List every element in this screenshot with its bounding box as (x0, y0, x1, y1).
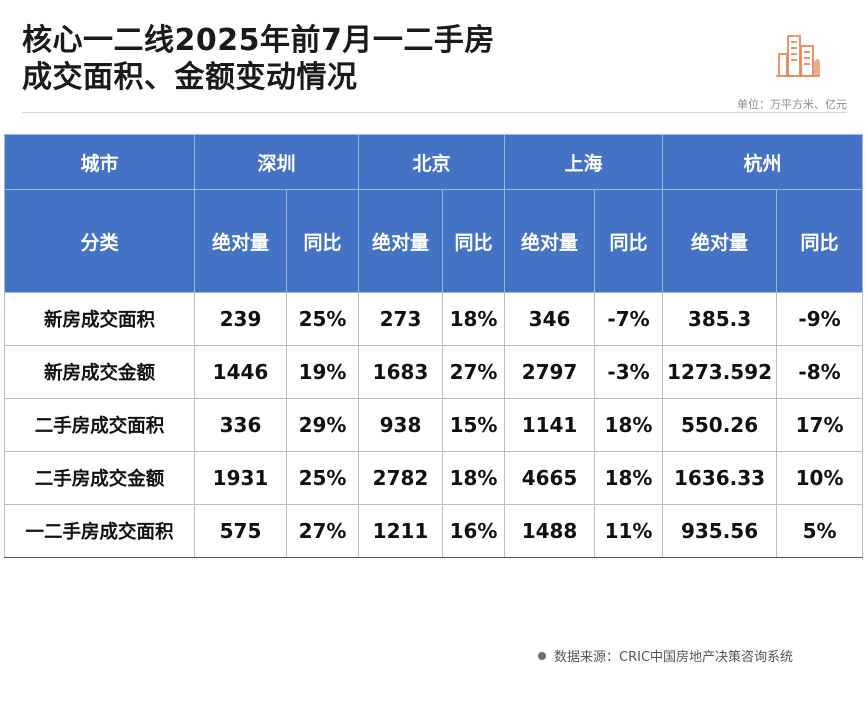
abs-value: 2782 (358, 451, 444, 505)
buildings-icon (776, 35, 820, 77)
source-note: 数据来源：CRIC中国房地产决策咨询系统 (538, 646, 793, 665)
abs-value: 346 (504, 292, 596, 346)
yoy-value: 11% (594, 504, 664, 558)
title-line-1: 核心一二线2025年前7月一二手房 (22, 23, 495, 58)
row-label: 二手房成交金额 (4, 451, 195, 505)
yoy-value: -3% (594, 345, 664, 399)
header-city-label: 城市 (4, 134, 195, 190)
header-city-shenzhen: 深圳 (193, 134, 360, 190)
abs-value: 1446 (194, 345, 287, 399)
yoy-value: 25% (285, 292, 360, 346)
abs-value: 1488 (504, 504, 596, 558)
unit-note: 单位：万平方米、亿元 (737, 98, 847, 111)
header-yoy: 同比 (442, 189, 506, 293)
yoy-value: 17% (776, 398, 864, 452)
abs-value: 1636.33 (662, 451, 778, 505)
abs-value: 1683 (358, 345, 444, 399)
yoy-value: -9% (776, 292, 864, 346)
row-label: 二手房成交面积 (4, 398, 195, 452)
data-table: 城市 深圳 北京 上海 杭州 分类 绝对量 同比 绝对量 同比 绝对量 同比 绝… (4, 134, 864, 558)
yoy-value: 29% (285, 398, 360, 452)
header-yoy: 同比 (285, 189, 360, 293)
table-row: 二手房成交面积 336 29% 938 15% 1141 18% 550.26 … (4, 398, 864, 452)
header-row-metric: 分类 绝对量 同比 绝对量 同比 绝对量 同比 绝对量 同比 (4, 189, 864, 293)
header-city-beijing: 北京 (358, 134, 506, 190)
header-abs: 绝对量 (358, 189, 444, 293)
header-yoy: 同比 (594, 189, 664, 293)
yoy-value: 27% (285, 504, 360, 558)
yoy-value: 27% (442, 345, 506, 399)
header-row-city: 城市 深圳 北京 上海 杭州 (4, 134, 864, 190)
yoy-value: -7% (594, 292, 664, 346)
abs-value: 336 (194, 398, 287, 452)
abs-value: 1273.592 (662, 345, 778, 399)
yoy-value: 18% (442, 451, 506, 505)
header-abs: 绝对量 (194, 189, 287, 293)
row-label: 新房成交金额 (4, 345, 195, 399)
title-divider (22, 112, 847, 113)
table-row: 一二手房成交面积 575 27% 1211 16% 1488 11% 935.5… (4, 504, 864, 558)
bullet-icon (538, 652, 546, 660)
yoy-value: -8% (776, 345, 864, 399)
abs-value: 273 (358, 292, 444, 346)
page-title: 核心一二线2025年前7月一二手房 成交面积、金额变动情况 (22, 22, 495, 96)
table-row: 新房成交金额 1446 19% 1683 27% 2797 -3% 1273.5… (4, 345, 864, 399)
header-yoy: 同比 (776, 189, 864, 293)
row-label: 新房成交面积 (4, 292, 195, 346)
header-city-shanghai: 上海 (504, 134, 664, 190)
yoy-value: 15% (442, 398, 506, 452)
abs-value: 239 (194, 292, 287, 346)
abs-value: 385.3 (662, 292, 778, 346)
title-line-2: 成交面积、金额变动情况 (22, 60, 358, 95)
abs-value: 1211 (358, 504, 444, 558)
yoy-value: 25% (285, 451, 360, 505)
abs-value: 1141 (504, 398, 596, 452)
abs-value: 575 (194, 504, 287, 558)
abs-value: 4665 (504, 451, 596, 505)
header-category-label: 分类 (4, 189, 195, 293)
yoy-value: 10% (776, 451, 864, 505)
header-abs: 绝对量 (662, 189, 778, 293)
yoy-value: 18% (442, 292, 506, 346)
yoy-value: 16% (442, 504, 506, 558)
abs-value: 938 (358, 398, 444, 452)
row-label: 一二手房成交面积 (4, 504, 195, 558)
yoy-value: 5% (776, 504, 864, 558)
abs-value: 550.26 (662, 398, 778, 452)
source-text: 数据来源：CRIC中国房地产决策咨询系统 (554, 650, 794, 665)
abs-value: 2797 (504, 345, 596, 399)
yoy-value: 18% (594, 398, 664, 452)
abs-value: 1931 (194, 451, 287, 505)
abs-value: 935.56 (662, 504, 778, 558)
yoy-value: 18% (594, 451, 664, 505)
yoy-value: 19% (285, 345, 360, 399)
table-row: 新房成交面积 239 25% 273 18% 346 -7% 385.3 -9% (4, 292, 864, 346)
header-abs: 绝对量 (504, 189, 596, 293)
table-row: 二手房成交金额 1931 25% 2782 18% 4665 18% 1636.… (4, 451, 864, 505)
header-city-hangzhou: 杭州 (662, 134, 864, 190)
